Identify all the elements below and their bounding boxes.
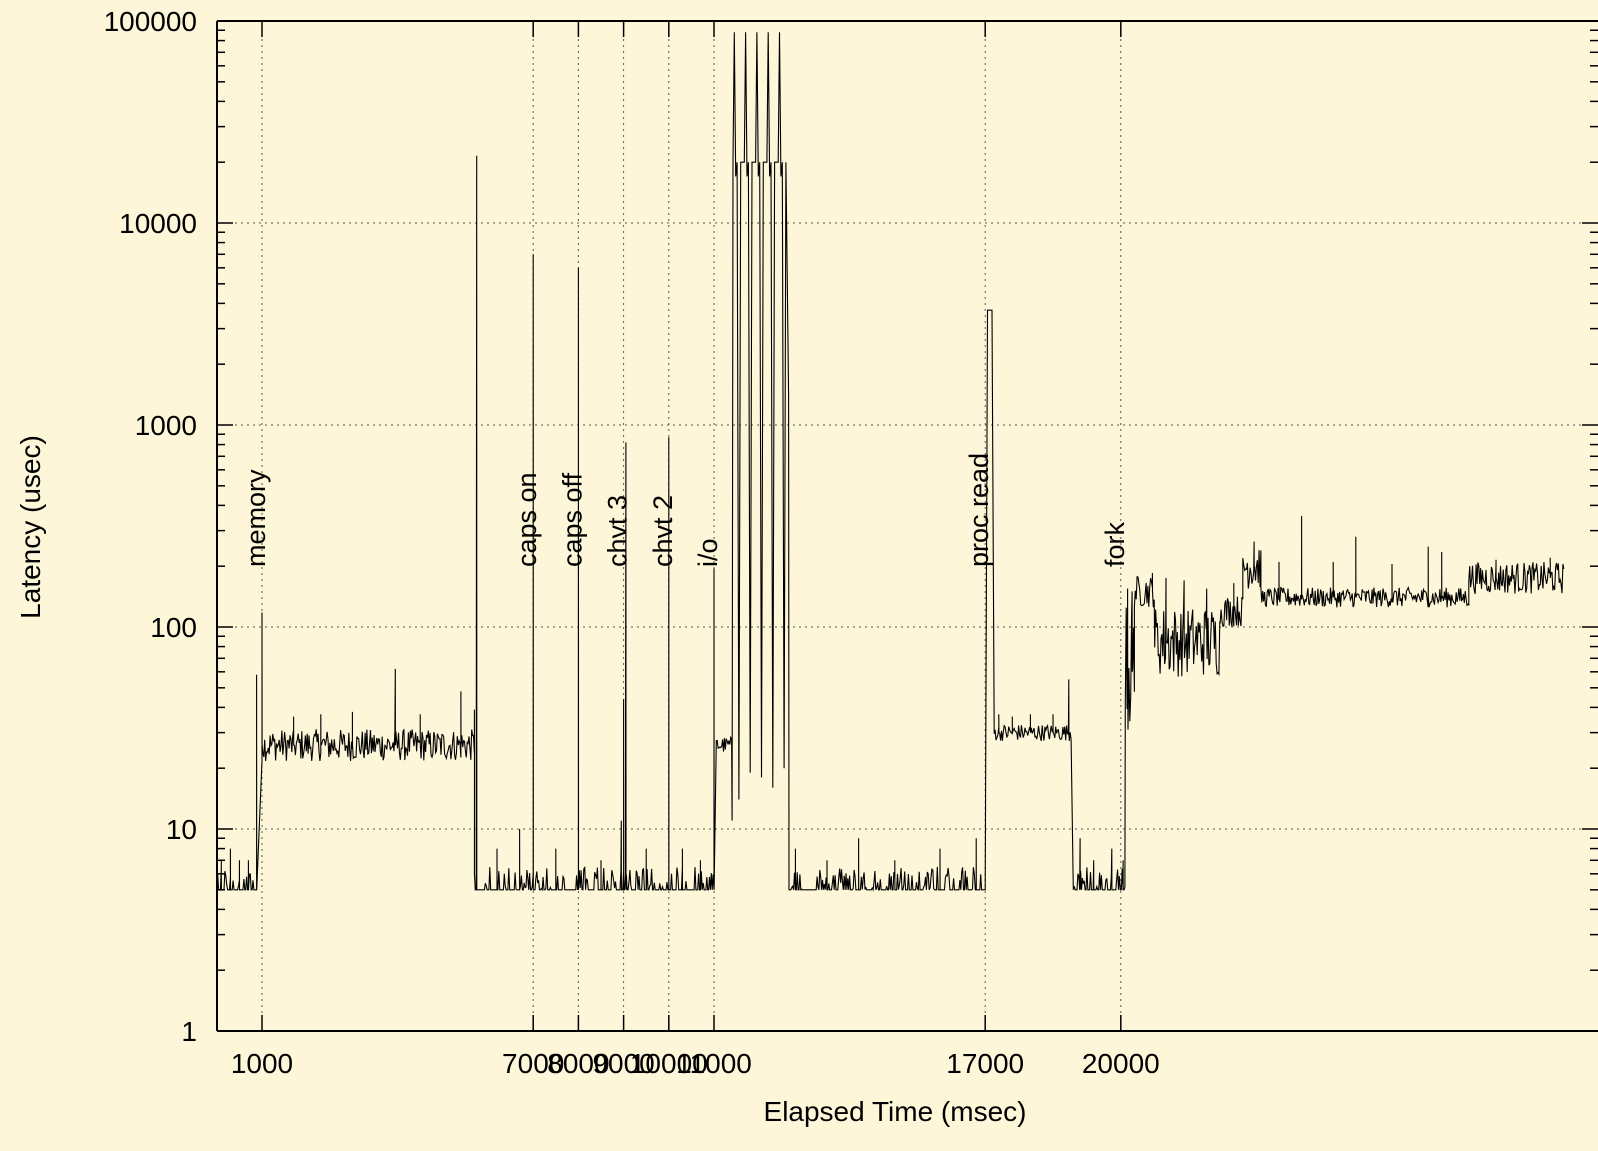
event-annotations: memory caps on caps off chvt 3 chvt 2 i/o proc…	[241, 453, 1130, 567]
axes	[216, 20, 1598, 1032]
x-tick-label: 7000	[502, 1048, 564, 1079]
x-tick-label: 11000	[676, 1048, 752, 1079]
x-tick-label: 1000	[231, 1048, 293, 1079]
x-tick-label: 17000	[946, 1048, 1024, 1079]
gridlines	[217, 21, 1598, 1031]
y-tick-label: 100	[150, 612, 197, 643]
y-tick-label: 1000	[135, 410, 197, 441]
y-tick-label: 10000	[119, 208, 197, 239]
x-tick-label: 10000	[630, 1048, 708, 1079]
event-label: fork	[1100, 521, 1130, 567]
event-label: chvt 2	[648, 495, 678, 567]
y-tick-label: 100000	[104, 6, 197, 37]
x-tick-label: 9000	[592, 1048, 654, 1079]
latency-trace	[216, 32, 1565, 892]
event-label: caps on	[512, 472, 542, 567]
event-label: memory	[241, 469, 271, 567]
x-axis-title: Elapsed Time (msec)	[764, 1096, 1027, 1127]
y-tick-label: 1	[181, 1016, 197, 1047]
y-axis-title: Latency (usec)	[15, 435, 46, 619]
x-tick-label: 20000	[1082, 1048, 1160, 1079]
x-tick-label: 8000	[547, 1048, 609, 1079]
event-label: i/o	[693, 538, 723, 567]
event-label: chvt 3	[603, 495, 633, 567]
event-label: caps off	[557, 472, 587, 567]
y-tick-label: 10	[166, 814, 197, 845]
latency-series-line	[216, 32, 1565, 892]
y-ticks: 1 10 100 1000 10000 100000	[104, 6, 1598, 1047]
event-label: proc read	[964, 453, 994, 567]
